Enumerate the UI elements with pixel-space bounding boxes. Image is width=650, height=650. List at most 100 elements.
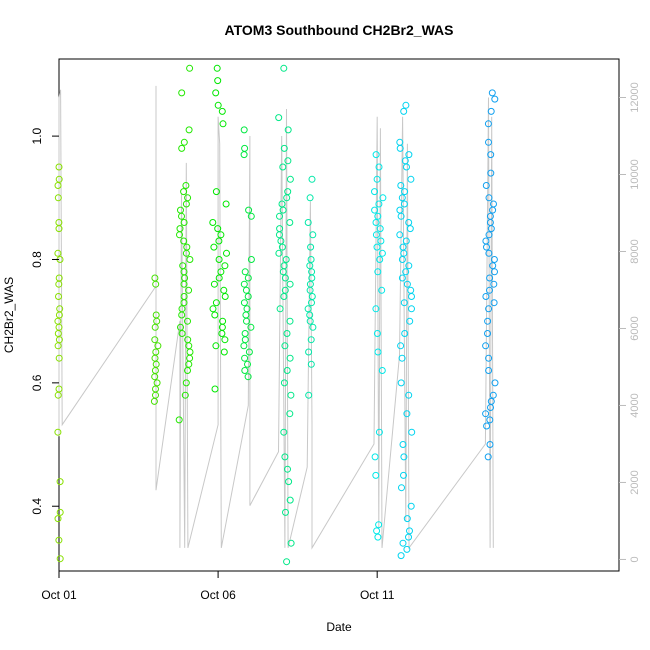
data-point [484, 317, 492, 325]
data-point [209, 305, 217, 313]
data-point [281, 453, 289, 461]
data-point [280, 64, 288, 72]
y2-tick-label: 8000 [629, 239, 641, 263]
data-point [402, 237, 410, 245]
data-point [372, 471, 380, 479]
data-point [379, 194, 387, 202]
data-point [491, 95, 499, 103]
data-point [485, 367, 493, 374]
data-point [286, 175, 294, 183]
data-point [211, 311, 219, 319]
data-point [398, 274, 406, 282]
data-point [486, 416, 494, 424]
data-point [221, 336, 229, 344]
data-point [406, 317, 414, 325]
data-point [56, 555, 64, 563]
data-point [399, 441, 407, 448]
data-point [54, 249, 62, 257]
data-point [184, 317, 191, 325]
y-tick-label: 0.6 [30, 374, 44, 391]
data-point [378, 367, 386, 374]
data-point [276, 212, 283, 220]
data-point [306, 317, 314, 325]
data-point [211, 385, 219, 393]
data-point [482, 410, 490, 418]
data-point [215, 274, 223, 282]
data-point [398, 256, 406, 263]
data-point [489, 391, 497, 399]
x-axis: Oct 01 Oct 06 Oct 11 [41, 571, 395, 602]
data-point [284, 465, 291, 473]
data-point [54, 391, 62, 399]
data-point [213, 64, 221, 72]
data-point [403, 545, 411, 553]
data-point [244, 274, 252, 282]
data-point [54, 317, 62, 325]
data-point [178, 144, 186, 152]
data-point [153, 317, 161, 325]
data-point [405, 262, 413, 270]
data-point [375, 428, 383, 436]
data-point [182, 182, 190, 189]
data-point [397, 342, 405, 350]
data-point [376, 225, 384, 233]
data-point [400, 107, 408, 115]
y2-tick-label: 6000 [629, 316, 641, 340]
data-point [378, 249, 386, 257]
data-point [397, 182, 405, 189]
data-point [177, 206, 184, 214]
y-tick-label: 0.8 [30, 251, 44, 268]
data-point [485, 249, 493, 257]
data-point [184, 194, 192, 202]
data-point [212, 299, 220, 307]
data-point [372, 151, 380, 159]
data-point [151, 274, 159, 282]
data-point [221, 293, 229, 300]
data-point [221, 262, 229, 270]
data-point [286, 317, 294, 325]
data-point [176, 231, 183, 239]
data-point [371, 453, 379, 461]
data-point [219, 120, 227, 128]
data-point [403, 410, 411, 418]
data-point [281, 274, 289, 282]
data-point [212, 89, 220, 97]
x-tick-label: Oct 06 [200, 588, 236, 602]
data-point [242, 311, 250, 319]
data-point [486, 274, 494, 282]
data-point [215, 237, 223, 245]
data-point [186, 64, 194, 72]
data-point [279, 163, 287, 171]
data-point [182, 200, 190, 208]
data-point [186, 348, 194, 356]
data-point [55, 280, 63, 288]
data-point [180, 188, 188, 196]
data-point [304, 219, 312, 226]
data-point [279, 268, 287, 276]
y-axis-label: CH2Br2_WAS [2, 277, 16, 353]
data-point [280, 428, 288, 436]
data-point [487, 107, 495, 115]
data-point [152, 280, 160, 288]
data-point [408, 305, 415, 313]
data-point [241, 354, 249, 362]
data-point [403, 515, 411, 523]
data-point [406, 225, 414, 233]
data-point [398, 354, 406, 362]
data-point [220, 348, 228, 356]
y2-tick-label: 4000 [629, 393, 641, 417]
data-point [488, 89, 496, 97]
data-point [486, 441, 494, 448]
y-axis: 0.4 0.6 0.8 1.0 [30, 127, 59, 515]
data-point [54, 428, 62, 436]
data-point [483, 243, 490, 251]
data-point [307, 336, 315, 344]
data-point [240, 299, 248, 307]
data-point [241, 144, 249, 152]
data-point [178, 305, 186, 313]
data-point [305, 391, 313, 399]
x-tick-label: Oct 11 [360, 588, 395, 602]
data-point [212, 188, 220, 196]
data-point [215, 256, 223, 263]
